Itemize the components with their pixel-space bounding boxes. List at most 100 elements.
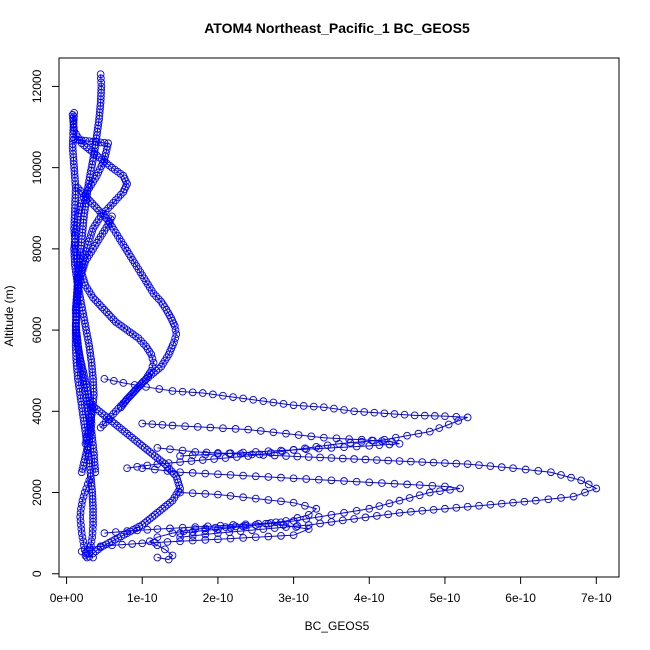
- data-point: [134, 383, 143, 391]
- data-point: [148, 354, 157, 363]
- data-point: [282, 429, 290, 438]
- data-point: [279, 400, 288, 408]
- data-point: [475, 461, 483, 469]
- data-point: [277, 446, 285, 455]
- data-point: [193, 423, 202, 431]
- data-point: [395, 439, 404, 448]
- data-point: [181, 422, 189, 431]
- data-point: [99, 420, 107, 429]
- data-point: [88, 529, 97, 537]
- data-point: [380, 409, 389, 418]
- data-point: [584, 480, 593, 489]
- data-point: [100, 411, 109, 420]
- data-point: [209, 390, 217, 399]
- data-point: [407, 457, 415, 466]
- series-line: [157, 447, 598, 538]
- x-tick-label: 2e-10: [203, 591, 234, 605]
- y-tick-label: 10000: [30, 151, 44, 185]
- data-point: [418, 458, 427, 466]
- data-point: [278, 447, 287, 456]
- data-point: [121, 396, 130, 405]
- data-point: [155, 385, 164, 393]
- data-point: [403, 480, 411, 489]
- data-point: [153, 508, 162, 517]
- data-point: [89, 521, 97, 529]
- data-point: [143, 525, 152, 534]
- data-point: [137, 337, 145, 345]
- data-point: [78, 266, 87, 275]
- data-point: [78, 465, 87, 473]
- data-point: [441, 459, 449, 467]
- data-point: [90, 149, 99, 158]
- data-point: [452, 503, 461, 512]
- data-point: [118, 540, 126, 549]
- data-point: [418, 506, 427, 515]
- data-point: [148, 420, 157, 429]
- data-point: [76, 508, 85, 517]
- data-point: [236, 450, 245, 458]
- x-tick-label: 0e+00: [50, 591, 84, 605]
- data-point: [289, 531, 298, 540]
- data-point: [452, 412, 461, 421]
- data-point: [330, 404, 338, 413]
- data-point: [81, 136, 90, 145]
- data-point: [581, 488, 589, 497]
- data-point: [70, 135, 78, 144]
- data-point: [91, 464, 99, 473]
- data-point: [395, 496, 404, 505]
- data-point: [77, 136, 86, 145]
- data-point: [118, 425, 126, 434]
- data-point: [176, 458, 184, 466]
- data-point: [109, 410, 118, 418]
- data-point: [158, 504, 167, 513]
- series-line: [104, 378, 468, 469]
- data-point: [282, 452, 290, 460]
- data-point: [384, 456, 393, 465]
- data-point: [352, 477, 361, 486]
- data-point: [191, 448, 200, 456]
- chart-title: ATOM4 Northeast_Pacific_1 BC_GEOS5: [204, 20, 470, 36]
- data-point: [85, 399, 94, 408]
- data-point: [188, 388, 197, 397]
- data-point: [119, 379, 128, 387]
- data-point: [251, 494, 260, 503]
- data-point: [289, 446, 298, 454]
- data-point: [301, 501, 309, 510]
- data-point: [226, 523, 235, 532]
- data-point: [81, 439, 90, 448]
- data-point: [201, 490, 210, 498]
- y-tick-label: 0: [30, 570, 44, 577]
- data-point: [452, 459, 461, 468]
- data-point: [201, 530, 210, 539]
- x-tick-label: 6e-10: [505, 591, 536, 605]
- data-point: [77, 529, 86, 537]
- data-point: [178, 523, 187, 532]
- data-point: [148, 362, 157, 371]
- data-point: [577, 476, 586, 485]
- data-point: [414, 429, 423, 438]
- data-point: [87, 147, 96, 156]
- data-point: [259, 397, 268, 406]
- data-point: [161, 460, 169, 468]
- data-point: [96, 423, 105, 432]
- data-point: [365, 504, 374, 513]
- data-point: [214, 535, 222, 544]
- data-point: [410, 411, 419, 420]
- y-axis: 0 2000 4000 6000 8000 10000 12000: [30, 69, 60, 577]
- data-point: [96, 138, 105, 147]
- data-point: [134, 334, 143, 343]
- data-point: [425, 427, 434, 436]
- x-tick-label: 4e-10: [354, 591, 385, 605]
- data-point: [210, 455, 218, 463]
- data-point: [201, 526, 210, 535]
- x-tick-label: 5e-10: [430, 591, 461, 605]
- data-point: [446, 485, 454, 494]
- data-point: [436, 487, 444, 496]
- data-point: [299, 402, 308, 410]
- x-axis: 0e+00 1e-10 2e-10 3e-10 4e-10 5e-10 6e-10 7e-10: [50, 576, 612, 605]
- data-point: [312, 504, 321, 513]
- data-point: [98, 303, 106, 312]
- data-point: [188, 536, 197, 545]
- data-point: [77, 500, 86, 509]
- data-point: [309, 402, 318, 411]
